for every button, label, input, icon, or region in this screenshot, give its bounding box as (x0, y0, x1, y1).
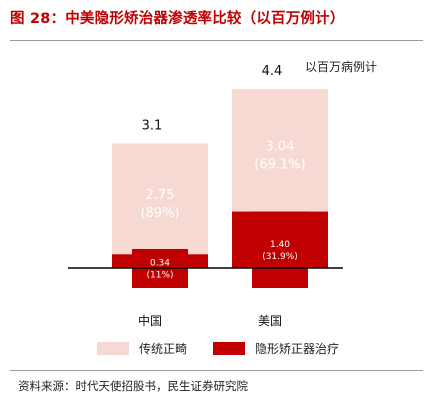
bottom-divider (10, 370, 423, 371)
legend-label-invisible: 隐形矫正器治疗 (255, 342, 340, 356)
traditional-value-label-0: 2.75 (146, 188, 175, 203)
legend-label-traditional: 传统正畸 (139, 342, 188, 356)
unit-label: 以百万病例计 (304, 60, 377, 74)
legend-swatch-traditional (97, 342, 129, 355)
traditional-value-label-1: 3.04 (266, 139, 295, 154)
legend-item-invisible: 隐形矫正器治疗 (213, 340, 339, 357)
category-label-1: 美国 (258, 314, 282, 328)
invisible-pct-label-1: (31.9%) (262, 252, 298, 262)
chart-title: 图 28：中美隐形矫治器渗透率比较（以百万例计） (10, 11, 345, 27)
invisible-pct-label-0: (11%) (146, 271, 173, 281)
total-label-0: 3.1 (142, 118, 163, 133)
invisible-value-label-0: 0.34 (150, 259, 170, 269)
invisible-value-label-1: 1.40 (270, 240, 290, 250)
legend-item-traditional: 传统正畸 (97, 340, 187, 357)
source-note: 资料来源：时代天使招股书，民生证券研究院 (18, 379, 248, 393)
traditional-pct-label-0: (89%) (140, 206, 179, 221)
plot-area: 3.1 2.75 (89%) 0.34 (11%) 中国 4.4 3.04 (69.1%) 1.4… (68, 64, 343, 328)
traditional-pct-label-1: (69.1%) (254, 157, 305, 172)
legend-swatch-invisible (213, 342, 245, 355)
category-label-0: 中国 (138, 313, 162, 328)
top-divider (10, 40, 423, 41)
total-label-1: 4.4 (262, 64, 283, 79)
bar-traditional-0 (112, 143, 208, 268)
bar-invisible-label-box-1 (252, 211, 308, 288)
